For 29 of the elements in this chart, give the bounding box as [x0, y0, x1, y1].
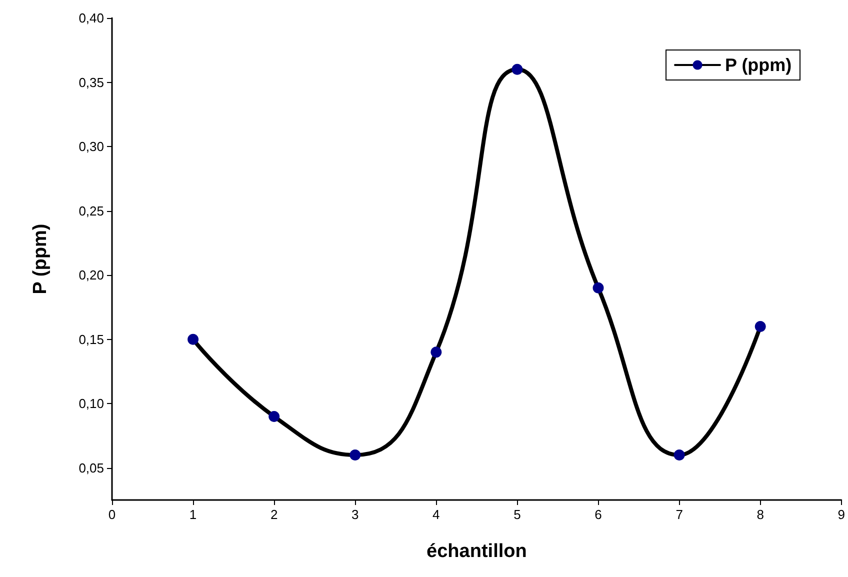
y-tick-label: 0,25 — [78, 203, 104, 218]
x-tick-label: 1 — [189, 507, 197, 522]
point — [674, 450, 685, 461]
point — [430, 346, 442, 358]
point — [592, 282, 604, 294]
x-axis-title: échantillon — [426, 541, 527, 562]
point — [754, 320, 766, 332]
x-tick-label: 0 — [108, 507, 116, 522]
point — [268, 410, 280, 422]
x-tick-label: 5 — [514, 507, 521, 522]
x-tick-label: 9 — [838, 507, 845, 522]
y-tick-label: 0,15 — [78, 332, 104, 347]
y-tick-label: 0,35 — [78, 74, 104, 90]
y-tick-label: 0,20 — [78, 268, 104, 283]
y-axis-title: P (ppm) — [30, 224, 51, 294]
point — [188, 334, 199, 345]
legend-label: P (ppm) — [725, 55, 792, 75]
x-tick-label: 2 — [270, 507, 278, 522]
x-tick-label: 6 — [594, 507, 602, 522]
y-tick-label: 0,40 — [78, 10, 104, 26]
x-tick-label: 4 — [432, 507, 440, 522]
x-tick-label: 3 — [352, 507, 359, 522]
x-tick-label: 8 — [756, 507, 764, 522]
point — [512, 64, 523, 75]
y-tick-label: 0,05 — [78, 460, 104, 476]
y-tick-label: 0,10 — [78, 396, 104, 412]
x-tick-label: 7 — [676, 507, 683, 522]
point — [350, 450, 361, 461]
y-tick-label: 0,30 — [78, 139, 104, 154]
